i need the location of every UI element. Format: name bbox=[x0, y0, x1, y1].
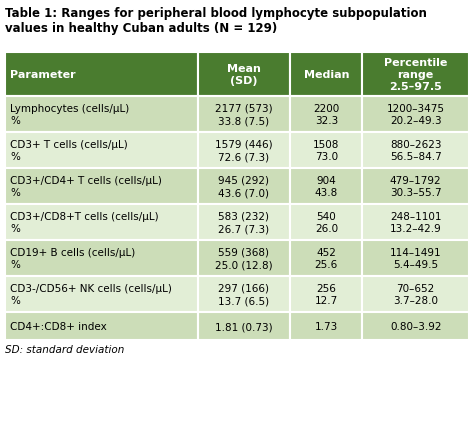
Bar bbox=[362, 169, 469, 204]
Bar bbox=[291, 97, 362, 133]
Text: 1579 (446)
72.6 (7.3): 1579 (446) 72.6 (7.3) bbox=[215, 139, 273, 162]
Text: 256
12.7: 256 12.7 bbox=[315, 283, 338, 306]
Bar bbox=[362, 204, 469, 240]
Text: 540
26.0: 540 26.0 bbox=[315, 211, 338, 234]
Bar bbox=[198, 312, 291, 340]
Text: CD3+/CD4+ T cells (cells/μL)
%: CD3+/CD4+ T cells (cells/μL) % bbox=[10, 175, 162, 198]
Text: 452
25.6: 452 25.6 bbox=[315, 247, 338, 270]
Text: 559 (368)
25.0 (12.8): 559 (368) 25.0 (12.8) bbox=[215, 247, 273, 270]
Text: Median: Median bbox=[303, 70, 349, 80]
Bar bbox=[291, 240, 362, 276]
Bar bbox=[362, 53, 469, 97]
Text: 2200
32.3: 2200 32.3 bbox=[313, 103, 339, 126]
Bar bbox=[362, 240, 469, 276]
Bar bbox=[5, 204, 198, 240]
Text: CD3+ T cells (cells/μL)
%: CD3+ T cells (cells/μL) % bbox=[10, 139, 128, 162]
Text: Percentile
range
2.5–97.5: Percentile range 2.5–97.5 bbox=[384, 57, 447, 92]
Bar bbox=[5, 169, 198, 204]
Text: 1.81 (0.73): 1.81 (0.73) bbox=[215, 321, 273, 331]
Bar bbox=[362, 312, 469, 340]
Bar bbox=[5, 240, 198, 276]
Bar bbox=[5, 53, 198, 97]
Bar bbox=[5, 97, 198, 133]
Bar bbox=[198, 97, 291, 133]
Bar bbox=[198, 169, 291, 204]
Text: 248–1101
13.2–42.9: 248–1101 13.2–42.9 bbox=[390, 211, 441, 234]
Bar bbox=[291, 53, 362, 97]
Text: 583 (232)
26.7 (7.3): 583 (232) 26.7 (7.3) bbox=[219, 211, 270, 234]
Text: Lymphocytes (cells/μL)
%: Lymphocytes (cells/μL) % bbox=[10, 103, 129, 126]
Text: 114–1491
5.4–49.5: 114–1491 5.4–49.5 bbox=[390, 247, 441, 270]
Text: 880–2623
56.5–84.7: 880–2623 56.5–84.7 bbox=[390, 139, 441, 162]
Bar bbox=[291, 276, 362, 312]
Bar bbox=[198, 240, 291, 276]
Text: 1508
73.0: 1508 73.0 bbox=[313, 139, 339, 162]
Bar bbox=[198, 53, 291, 97]
Text: 2177 (573)
33.8 (7.5): 2177 (573) 33.8 (7.5) bbox=[215, 103, 273, 126]
Text: Table 1: Ranges for peripheral blood lymphocyte subpopulation
values in healthy : Table 1: Ranges for peripheral blood lym… bbox=[5, 7, 427, 35]
Text: 297 (166)
13.7 (6.5): 297 (166) 13.7 (6.5) bbox=[219, 283, 270, 306]
Text: SD: standard deviation: SD: standard deviation bbox=[5, 344, 124, 354]
Text: CD3-/CD56+ NK cells (cells/μL)
%: CD3-/CD56+ NK cells (cells/μL) % bbox=[10, 283, 172, 306]
Text: CD3+/CD8+T cells (cells/μL)
%: CD3+/CD8+T cells (cells/μL) % bbox=[10, 211, 159, 234]
Text: 479–1792
30.3–55.7: 479–1792 30.3–55.7 bbox=[390, 175, 441, 198]
Text: 1200–3475
20.2–49.3: 1200–3475 20.2–49.3 bbox=[387, 103, 445, 126]
Text: 0.80–3.92: 0.80–3.92 bbox=[390, 321, 441, 331]
Bar bbox=[362, 133, 469, 169]
Bar bbox=[5, 312, 198, 340]
Text: Mean
(SD): Mean (SD) bbox=[227, 64, 261, 86]
Bar bbox=[362, 276, 469, 312]
Bar bbox=[198, 133, 291, 169]
Bar bbox=[291, 312, 362, 340]
Bar bbox=[5, 276, 198, 312]
Bar bbox=[291, 133, 362, 169]
Text: 1.73: 1.73 bbox=[315, 321, 338, 331]
Text: CD19+ B cells (cells/μL)
%: CD19+ B cells (cells/μL) % bbox=[10, 247, 135, 270]
Bar bbox=[291, 204, 362, 240]
Bar bbox=[5, 133, 198, 169]
Text: 945 (292)
43.6 (7.0): 945 (292) 43.6 (7.0) bbox=[219, 175, 269, 198]
Bar bbox=[291, 169, 362, 204]
Text: CD4+:CD8+ index: CD4+:CD8+ index bbox=[10, 321, 107, 331]
Text: Parameter: Parameter bbox=[10, 70, 76, 80]
Bar bbox=[198, 204, 291, 240]
Bar bbox=[362, 97, 469, 133]
Bar bbox=[198, 276, 291, 312]
Text: 70–652
3.7–28.0: 70–652 3.7–28.0 bbox=[393, 283, 438, 306]
Text: 904
43.8: 904 43.8 bbox=[315, 175, 338, 198]
